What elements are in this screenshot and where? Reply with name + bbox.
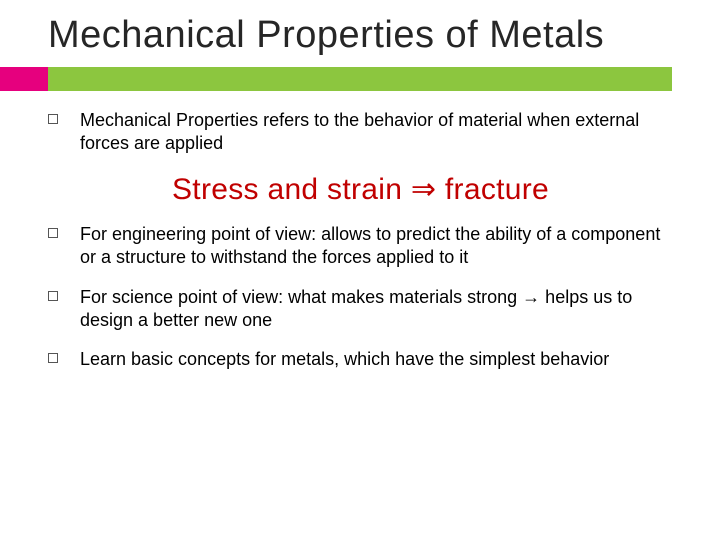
slide-body: Mechanical Properties refers to the beha… bbox=[0, 91, 720, 372]
bullet-text: Learn basic concepts for metals, which h… bbox=[80, 348, 668, 371]
square-bullet-icon bbox=[48, 291, 58, 301]
sub-headline: Stress and strain ⇒ fracture bbox=[48, 172, 668, 207]
bullet-item: For engineering point of view: allows to… bbox=[48, 223, 668, 270]
bullet-text: Mechanical Properties refers to the beha… bbox=[80, 109, 668, 156]
square-bullet-icon bbox=[48, 114, 58, 124]
accent-bar bbox=[0, 67, 672, 91]
accent-pink-block bbox=[0, 67, 48, 91]
bullet-text: For science point of view: what makes ma… bbox=[80, 286, 668, 333]
slide-title: Mechanical Properties of Metals bbox=[0, 0, 720, 67]
bullet-item: Learn basic concepts for metals, which h… bbox=[48, 348, 668, 371]
accent-green-block bbox=[48, 67, 672, 91]
square-bullet-icon bbox=[48, 353, 58, 363]
bullet-item: Mechanical Properties refers to the beha… bbox=[48, 109, 668, 156]
square-bullet-icon bbox=[48, 228, 58, 238]
bullet-item: For science point of view: what makes ma… bbox=[48, 286, 668, 333]
bullet-text: For engineering point of view: allows to… bbox=[80, 223, 668, 270]
